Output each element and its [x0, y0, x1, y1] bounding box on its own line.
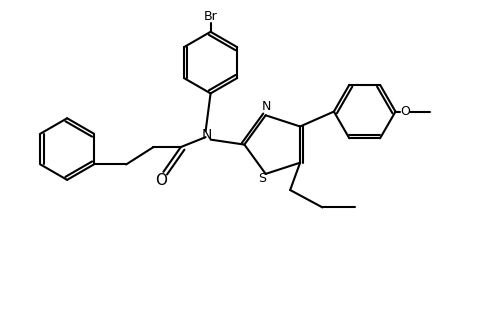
Text: O: O — [155, 173, 167, 188]
Text: N: N — [202, 128, 212, 142]
Text: O: O — [401, 105, 411, 118]
Text: N: N — [262, 100, 271, 113]
Text: S: S — [257, 172, 266, 185]
Text: Br: Br — [204, 10, 218, 24]
